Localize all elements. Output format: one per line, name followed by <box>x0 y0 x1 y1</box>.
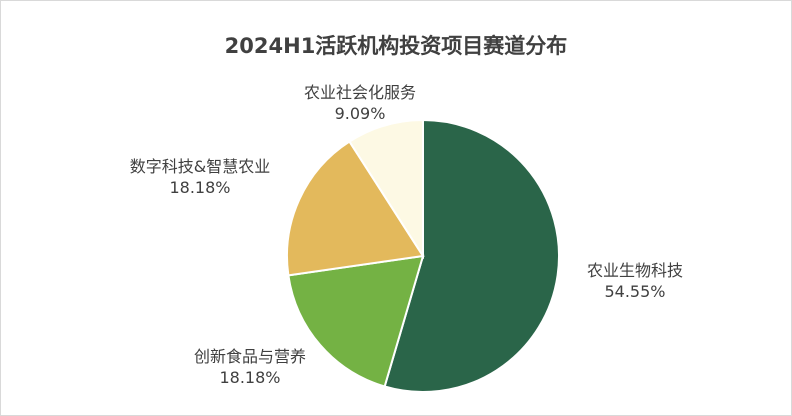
pie-slices <box>286 118 560 393</box>
label-value: 9.09% <box>334 104 386 123</box>
label-category: 农业生物科技 <box>586 261 683 280</box>
pie-slice <box>348 118 424 260</box>
pie-slice <box>287 254 425 388</box>
label-value: 18.18% <box>169 178 231 197</box>
label-value: 18.18% <box>219 368 281 387</box>
label-category: 农业社会化服务 <box>303 83 416 102</box>
label-agri-services: 农业社会化服务 9.09% <box>280 82 440 124</box>
label-innovative-food: 创新食品与营养 18.18% <box>170 346 330 388</box>
label-agri-biotech: 农业生物科技 54.55% <box>560 260 710 302</box>
label-digital-smart-agri: 数字科技&智慧农业 18.18% <box>95 156 305 198</box>
label-category: 创新食品与营养 <box>193 347 306 366</box>
pie-slice <box>286 140 425 277</box>
pie-slice <box>383 118 560 393</box>
label-category: 数字科技&智慧农业 <box>129 157 271 176</box>
chart-title: 2024H1活跃机构投资项目赛道分布 <box>224 34 568 58</box>
label-value: 54.55% <box>604 282 666 301</box>
